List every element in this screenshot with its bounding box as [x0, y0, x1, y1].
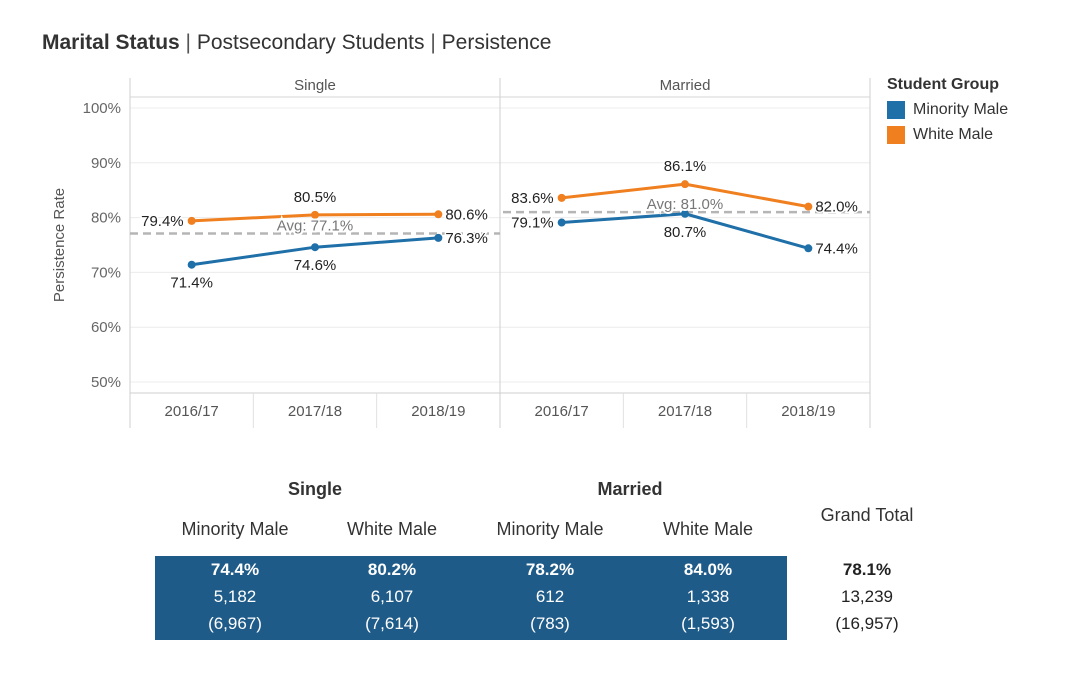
table-cell-count: 6,107: [370, 587, 414, 606]
table-column: 84.0% 1,338 (1,593): [633, 556, 783, 637]
table-cell-count: 612: [535, 587, 565, 606]
data-label: 80.5%: [294, 189, 337, 206]
table-group-header-married: Married: [597, 479, 663, 499]
legend-label: White Male: [913, 125, 994, 143]
data-label: 74.6%: [294, 257, 337, 274]
x-tick-label: 2017/18: [658, 403, 712, 420]
data-point: [557, 218, 566, 227]
data-label: 80.7%: [664, 224, 707, 241]
data-label: 82.0%: [815, 199, 858, 216]
title-separator: |: [430, 31, 436, 54]
data-point: [311, 210, 319, 219]
x-tick-label: 2016/17: [165, 403, 219, 420]
panel-header: Married: [660, 77, 711, 94]
data-point: [187, 216, 196, 225]
data-label: 79.1%: [511, 215, 554, 232]
data-label: 80.6%: [445, 206, 488, 223]
title-separator: |: [185, 31, 192, 54]
table-col-header: White Male: [346, 519, 438, 539]
grand-total-count: 13,239: [841, 587, 893, 606]
title-part-2: Postsecondary Students: [196, 31, 425, 54]
data-point: [804, 244, 813, 253]
table-column: 80.2% 6,107 (7,614): [317, 556, 467, 637]
panel-header: Single: [294, 77, 336, 94]
data-label: 83.6%: [511, 190, 554, 207]
x-tick-label: 2018/19: [411, 403, 465, 420]
x-tick-label: 2016/17: [535, 403, 589, 420]
average-label: Avg: 81.0%: [647, 196, 723, 213]
title-bold: Marital Status: [42, 31, 180, 54]
table-data-block: [155, 556, 787, 640]
y-tick-label: 60%: [91, 319, 121, 336]
y-tick-label: 100%: [83, 100, 121, 117]
data-label: 76.3%: [445, 230, 488, 247]
data-point: [434, 233, 443, 242]
grand-total-total: (16,957): [835, 614, 899, 633]
data-point: [681, 180, 689, 189]
table-column: 78.2% 612 (783): [475, 556, 625, 637]
table-grand-total-column: 78.1% 13,239 (16,957): [812, 556, 922, 637]
data-point: [187, 260, 196, 269]
table-cell-total: (7,614): [365, 614, 419, 633]
data-label: 86.1%: [664, 158, 707, 175]
data-point: [311, 243, 319, 252]
y-tick-label: 80%: [91, 210, 121, 227]
legend-item-minority-male[interactable]: Minority Male: [887, 97, 1008, 122]
table-cell-pct: 84.0%: [683, 560, 733, 579]
legend-swatch-minority-male: [887, 100, 905, 119]
table-cell-pct: 80.2%: [367, 560, 417, 579]
table-cell-pct: 74.4%: [210, 560, 260, 579]
table-cell-count: 1,338: [686, 587, 730, 606]
table-col-header: Minority Male: [496, 519, 604, 539]
data-point: [681, 209, 689, 218]
data-label: 71.4%: [170, 275, 213, 292]
y-tick-label: 70%: [91, 264, 121, 281]
y-tick-label: 90%: [91, 155, 121, 172]
table-cell-total: (1,593): [681, 614, 735, 633]
data-point: [804, 202, 813, 211]
legend-title: Student Group: [887, 76, 999, 93]
table-cell-count: 5,182: [213, 587, 257, 606]
table-cell-total: (783): [530, 614, 570, 633]
average-label: Avg: 77.1%: [277, 217, 353, 234]
table-group-header-single: Single: [287, 479, 342, 499]
data-label: 79.4%: [141, 213, 184, 230]
table-column: 74.4% 5,182 (6,967): [160, 556, 310, 637]
table-col-header: White Male: [662, 519, 754, 539]
table-cell-pct: 78.2%: [525, 560, 575, 579]
y-axis-title: Persistence Rate: [51, 188, 68, 302]
legend-swatch-white-male: [887, 125, 905, 144]
title-part-3: Persistence: [441, 31, 552, 54]
table-col-header: Minority Male: [181, 519, 289, 539]
legend: Student Group Minority Male White Male: [887, 76, 1008, 147]
legend-item-white-male[interactable]: White Male: [887, 122, 1008, 147]
data-point: [557, 193, 566, 202]
data-label: 74.4%: [815, 240, 858, 257]
y-tick-label: 50%: [91, 374, 121, 391]
grand-total-pct: 78.1%: [842, 560, 892, 579]
page-title: Marital Status | Postsecondary Students …: [42, 31, 551, 55]
table-cell-total: (6,967): [208, 614, 262, 633]
x-tick-label: 2017/18: [288, 403, 342, 420]
data-point: [434, 210, 443, 219]
persistence-line-chart: Persistence Rate 100% 90% 80% 70% 60% 50% Singl…: [51, 77, 871, 428]
table-grand-total-header: Grand Total: [820, 505, 914, 525]
x-tick-label: 2018/19: [781, 403, 835, 420]
legend-label: Minority Male: [913, 100, 1009, 118]
